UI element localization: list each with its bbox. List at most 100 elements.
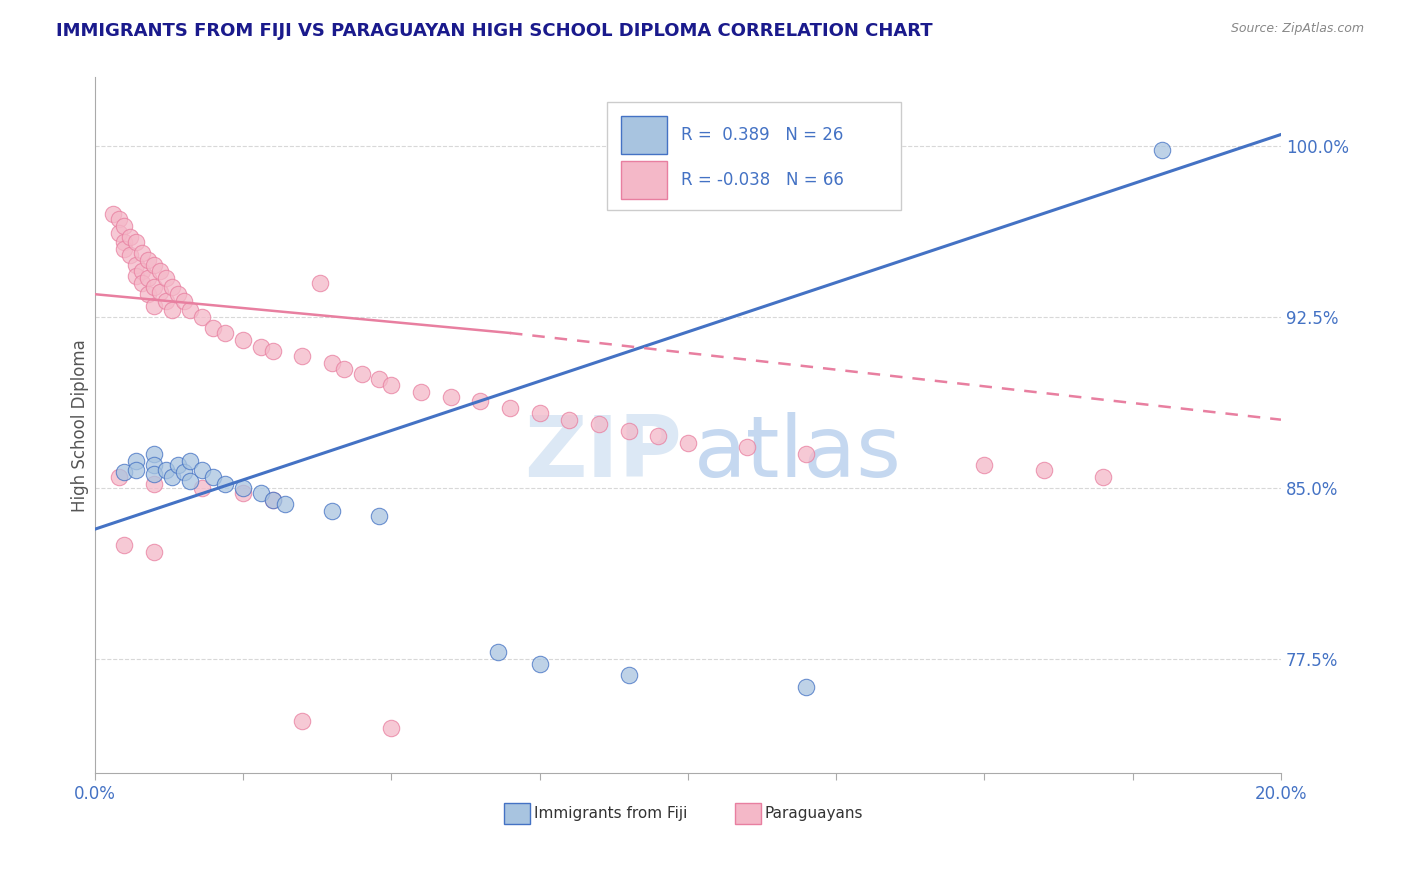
Point — [107, 226, 129, 240]
Bar — [621, 161, 666, 199]
Point — [166, 458, 188, 473]
Bar — [735, 804, 762, 824]
Point — [291, 714, 314, 728]
Point — [796, 447, 818, 461]
Point — [676, 435, 699, 450]
Point — [470, 394, 492, 409]
Point — [291, 349, 314, 363]
Point — [155, 293, 177, 308]
Point — [214, 476, 236, 491]
Point — [125, 258, 148, 272]
Point — [409, 385, 432, 400]
Point — [114, 235, 136, 249]
Text: R = -0.038   N = 66: R = -0.038 N = 66 — [681, 171, 844, 189]
Point — [107, 211, 129, 226]
Point — [647, 428, 669, 442]
Point — [143, 280, 166, 294]
Point — [321, 504, 343, 518]
Point — [262, 492, 284, 507]
Point — [232, 333, 254, 347]
Point — [250, 485, 273, 500]
Point — [155, 463, 177, 477]
Point — [617, 424, 640, 438]
Point — [136, 271, 159, 285]
Point — [114, 465, 136, 479]
Text: R =  0.389   N = 26: R = 0.389 N = 26 — [681, 126, 844, 145]
Point — [143, 476, 166, 491]
Point — [173, 293, 195, 308]
Point — [190, 310, 212, 324]
Point — [107, 469, 129, 483]
Point — [1032, 463, 1054, 477]
FancyBboxPatch shape — [607, 102, 901, 210]
Text: Immigrants from Fiji: Immigrants from Fiji — [534, 806, 688, 822]
Point — [735, 440, 758, 454]
Text: ZIP: ZIP — [524, 412, 682, 495]
Point — [101, 207, 124, 221]
Point — [120, 248, 142, 262]
Point — [350, 367, 373, 381]
Point — [160, 303, 183, 318]
Point — [368, 508, 391, 523]
Point — [380, 378, 402, 392]
Point — [125, 235, 148, 249]
Text: IMMIGRANTS FROM FIJI VS PARAGUAYAN HIGH SCHOOL DIPLOMA CORRELATION CHART: IMMIGRANTS FROM FIJI VS PARAGUAYAN HIGH … — [56, 22, 932, 40]
Point — [440, 390, 463, 404]
Point — [143, 299, 166, 313]
Point — [262, 492, 284, 507]
Point — [114, 242, 136, 256]
Point — [232, 485, 254, 500]
Point — [131, 264, 153, 278]
Point — [309, 276, 332, 290]
Point — [160, 280, 183, 294]
Point — [136, 252, 159, 267]
Point — [160, 469, 183, 483]
Point — [380, 721, 402, 735]
Point — [155, 271, 177, 285]
Point — [131, 246, 153, 260]
Point — [114, 538, 136, 552]
Text: atlas: atlas — [693, 412, 901, 495]
Point — [588, 417, 610, 432]
Point — [368, 371, 391, 385]
Point — [499, 401, 522, 416]
Point — [143, 447, 166, 461]
Point — [232, 481, 254, 495]
Point — [973, 458, 995, 473]
Point — [125, 463, 148, 477]
Point — [149, 264, 172, 278]
Point — [125, 454, 148, 468]
Point — [173, 465, 195, 479]
Point — [131, 276, 153, 290]
Point — [202, 321, 225, 335]
Point — [143, 458, 166, 473]
Point — [250, 340, 273, 354]
Point — [120, 230, 142, 244]
Point — [529, 406, 551, 420]
Point — [143, 545, 166, 559]
Point — [166, 287, 188, 301]
Bar — [503, 804, 530, 824]
Point — [125, 268, 148, 283]
Point — [202, 469, 225, 483]
Point — [179, 303, 201, 318]
Text: Paraguayans: Paraguayans — [765, 806, 863, 822]
Point — [143, 467, 166, 482]
Point — [143, 258, 166, 272]
Point — [262, 344, 284, 359]
Point — [190, 463, 212, 477]
Point — [273, 497, 295, 511]
Point — [149, 285, 172, 299]
Point — [796, 680, 818, 694]
Point — [333, 362, 356, 376]
Point — [214, 326, 236, 340]
Point — [486, 645, 509, 659]
Point — [321, 356, 343, 370]
Point — [136, 287, 159, 301]
Point — [1152, 144, 1174, 158]
Point — [179, 454, 201, 468]
Point — [558, 413, 581, 427]
Point — [1092, 469, 1115, 483]
Point — [114, 219, 136, 233]
Point — [190, 481, 212, 495]
